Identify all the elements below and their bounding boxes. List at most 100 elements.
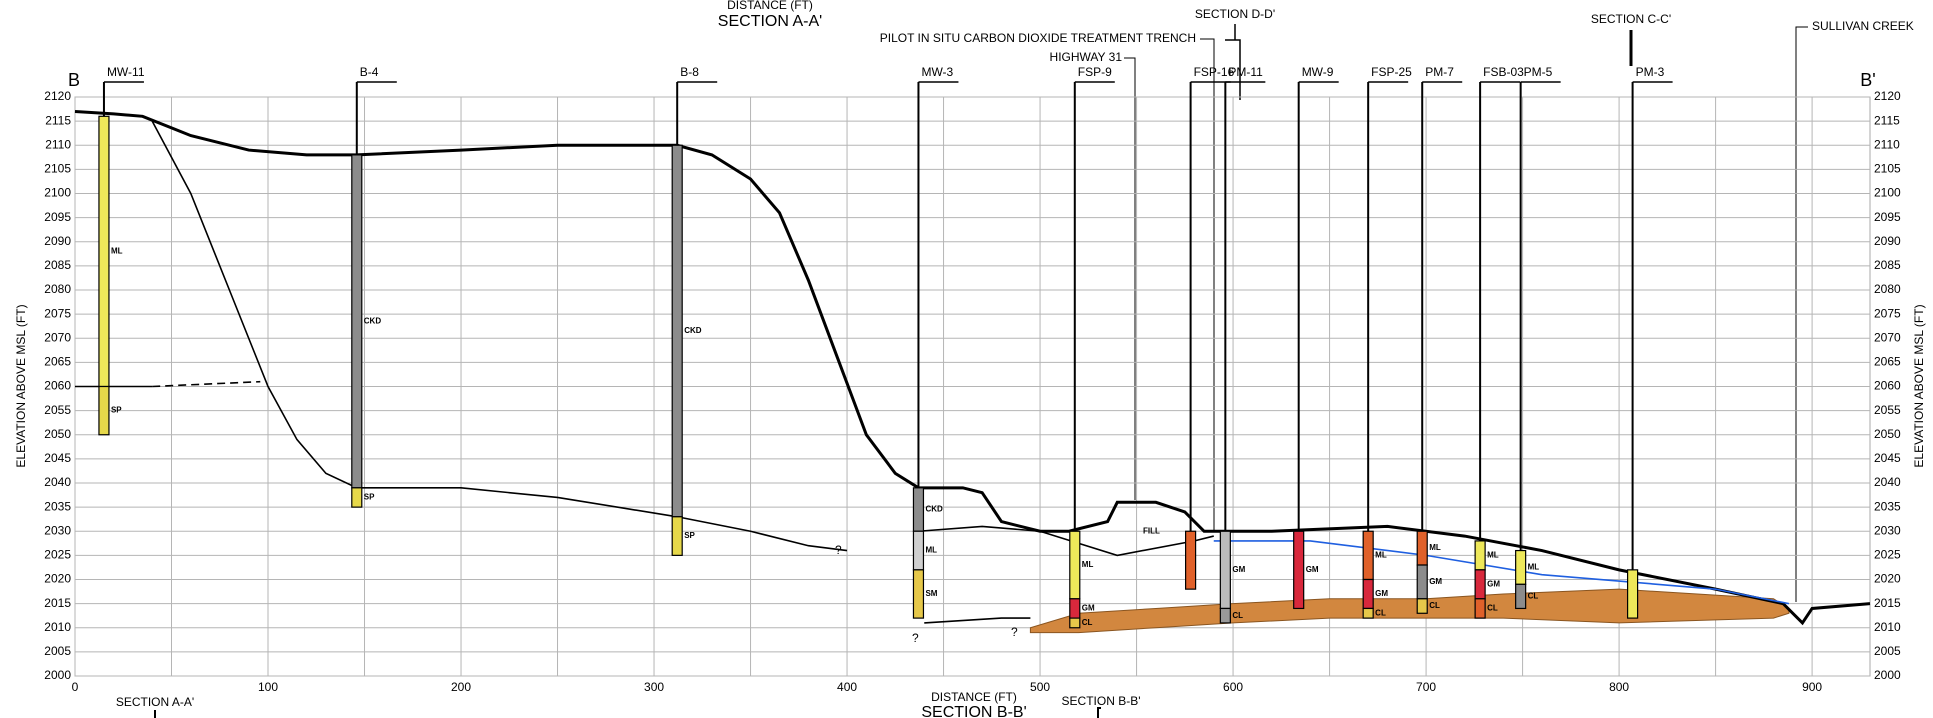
y-tick-label-right: 2015 (1874, 596, 1901, 610)
boring-name: PM-5 (1524, 65, 1553, 79)
boring-name: FSB-03 (1483, 65, 1524, 79)
layer-label: GM (1232, 565, 1245, 574)
boring-layer (913, 531, 923, 570)
layer-label: ML (1487, 550, 1499, 559)
boring-name: PM-3 (1636, 65, 1665, 79)
bottom-section-label: SECTION B-B' (921, 704, 1026, 718)
boring-layer (913, 488, 923, 531)
boring-layer (1417, 531, 1427, 565)
y-tick-label-right: 2005 (1874, 644, 1901, 658)
layer-label: CKD (925, 505, 943, 514)
leader (1200, 39, 1214, 530)
x-tick-label: 400 (837, 680, 857, 694)
x-tick-label: 700 (1416, 680, 1436, 694)
profile-line (924, 618, 1030, 623)
y-tick-label: 2000 (44, 668, 71, 682)
x-tick-label: 300 (644, 680, 664, 694)
y-tick-label: 2025 (44, 548, 71, 562)
layer-label: GM (1375, 589, 1388, 598)
layer-label: SM (925, 589, 937, 598)
y-tick-label: 2015 (44, 596, 71, 610)
boring-layer (1363, 531, 1373, 579)
layer-label: CKD (364, 316, 382, 325)
boring-layer (352, 155, 362, 488)
y-tick-label: 2040 (44, 475, 71, 489)
annotation: PILOT IN SITU CARBON DIOXIDE TREATMENT T… (880, 31, 1196, 45)
boring-layer (1363, 580, 1373, 609)
y-tick-label-right: 2010 (1874, 620, 1901, 634)
y-tick-label-right: 2050 (1874, 427, 1901, 441)
top-axis-label: DISTANCE (FT) (727, 0, 813, 12)
layer-label: GM (1306, 565, 1319, 574)
y-axis-label-right: ELEVATION ABOVE MSL (FT) (1912, 304, 1926, 467)
layer-label: CL (1429, 601, 1440, 610)
boring-layer (1628, 570, 1638, 618)
boring-layer (1363, 608, 1373, 618)
y-tick-label-right: 2025 (1874, 548, 1901, 562)
layer-label: CL (1232, 611, 1243, 620)
y-tick-label: 2080 (44, 282, 71, 296)
layer-label: GM (1487, 579, 1500, 588)
y-tick-label: 2095 (44, 210, 71, 224)
y-tick-label: 2035 (44, 499, 71, 513)
y-tick-label-right: 2020 (1874, 572, 1901, 586)
boring-layer (1516, 584, 1526, 608)
x-tick-label: 0 (72, 680, 79, 694)
layer-label: ML (1429, 543, 1441, 552)
boring-name: PM-7 (1425, 65, 1454, 79)
layer-label: CL (1375, 608, 1386, 617)
x-axis-label: DISTANCE (FT) (931, 690, 1017, 704)
y-tick-label-right: 2085 (1874, 258, 1901, 272)
y-tick-label-right: 2030 (1874, 523, 1901, 537)
annotation: SECTION B-B' (1062, 694, 1141, 708)
profile-line (152, 121, 847, 550)
y-tick-label: 2075 (44, 306, 71, 320)
boring-layer (1220, 608, 1230, 622)
layer-label: ML (1375, 550, 1387, 559)
top-section-label: SECTION A-A' (718, 13, 822, 30)
annotation: ? (912, 631, 919, 645)
x-tick-label: 800 (1609, 680, 1629, 694)
y-tick-label: 2020 (44, 572, 71, 586)
boring-layer (1417, 599, 1427, 613)
boring-layer (1417, 565, 1427, 599)
boring-layer (1294, 531, 1304, 608)
y-tick-label-right: 2065 (1874, 355, 1901, 369)
boring-layer (1070, 531, 1080, 599)
y-tick-label-right: 2110 (1874, 137, 1900, 151)
y-tick-label: 2110 (45, 137, 71, 151)
x-tick-label: 100 (258, 680, 278, 694)
y-tick-label: 2005 (44, 644, 71, 658)
boring-layer (1475, 599, 1485, 618)
boring-name: B-4 (360, 65, 379, 79)
boring-layer (1516, 551, 1526, 585)
boring-layer (672, 145, 682, 517)
y-tick-label: 2100 (44, 186, 71, 200)
annotation: HIGHWAY 31 (1050, 50, 1123, 64)
layer-label: SP (684, 531, 695, 540)
layer-label: ML (1082, 560, 1094, 569)
layer-label: CL (1487, 604, 1498, 613)
y-tick-label-right: 2070 (1874, 330, 1901, 344)
y-tick-label-right: 2045 (1874, 451, 1901, 465)
boring-layer (1070, 618, 1080, 628)
layer-label: GM (1429, 577, 1442, 586)
profile-line (152, 382, 260, 387)
y-tick-label-right: 2060 (1874, 379, 1901, 393)
boring-layer (913, 570, 923, 618)
boring-layer (672, 517, 682, 556)
boring-name: MW-3 (921, 65, 953, 79)
boring-layer (352, 488, 362, 507)
boring-layer (1220, 531, 1230, 608)
layer-label: ML (1528, 563, 1540, 572)
layer-label: CL (1528, 591, 1539, 600)
layer-label: ML (111, 247, 123, 256)
y-tick-label: 2060 (44, 379, 71, 393)
y-tick-label-right: 2100 (1874, 186, 1901, 200)
section-end: B (68, 70, 80, 90)
annotation: SULLIVAN CREEK (1812, 19, 1914, 33)
x-tick-label: 600 (1223, 680, 1243, 694)
boring-name: MW-9 (1302, 65, 1334, 79)
y-tick-label-right: 2075 (1874, 306, 1901, 320)
y-tick-label: 2045 (44, 451, 71, 465)
